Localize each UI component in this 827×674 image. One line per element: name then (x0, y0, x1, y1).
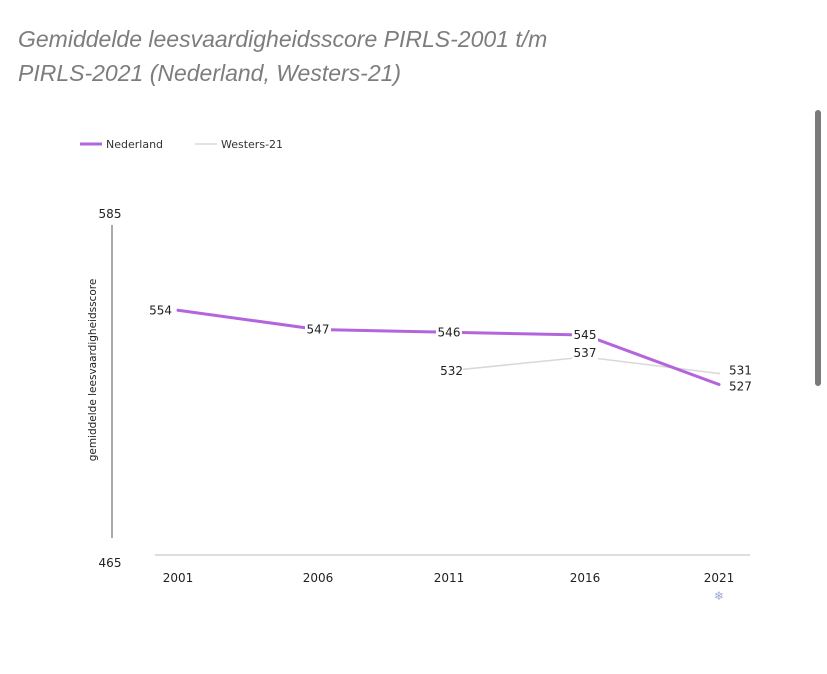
data-label-bg (436, 325, 462, 340)
data-label-bg (305, 322, 331, 337)
title-line-1: Gemiddelde leesvaardigheidsscore PIRLS-2… (18, 26, 548, 52)
data-label-nederland: 546 (438, 325, 461, 339)
y-tick-label-min: 465 (99, 556, 122, 570)
x-tick-label: 2001 (163, 571, 194, 585)
data-point (717, 383, 721, 386)
data-label-bg (572, 328, 598, 342)
data-label-nederland: 554 (149, 303, 172, 317)
data-label-nederland: 527 (729, 380, 752, 394)
data-label-westers-21: 537 (574, 346, 597, 360)
y-tick-label-max: 585 (99, 207, 122, 221)
data-label-nederland: 545 (574, 328, 597, 342)
legend-label: Westers-21 (221, 138, 283, 151)
x-tick-label: 2006 (303, 571, 334, 585)
x-tick-label: 2021 (704, 571, 735, 585)
data-point (718, 372, 720, 375)
chart-title: Gemiddelde leesvaardigheidsscore PIRLS-2… (18, 22, 658, 90)
legend-label: Nederland (106, 138, 163, 151)
data-label-bg (572, 346, 598, 360)
data-point (176, 308, 180, 312)
x-tick-label: 2016 (570, 571, 601, 585)
snowflake-icon: ❄ (714, 589, 724, 603)
x-tick-label: 2011 (434, 571, 465, 585)
data-label-nederland: 547 (307, 323, 330, 337)
title-line-2: PIRLS-2021 (Nederland, Westers-21) (18, 60, 402, 86)
data-label-bg (437, 363, 463, 378)
data-label-westers-21: 531 (729, 364, 752, 378)
data-label-westers-21: 532 (440, 364, 463, 378)
y-axis-label: gemiddelde leesvaardigheidsscore (87, 279, 99, 462)
vertical-scrollbar[interactable] (815, 110, 821, 386)
